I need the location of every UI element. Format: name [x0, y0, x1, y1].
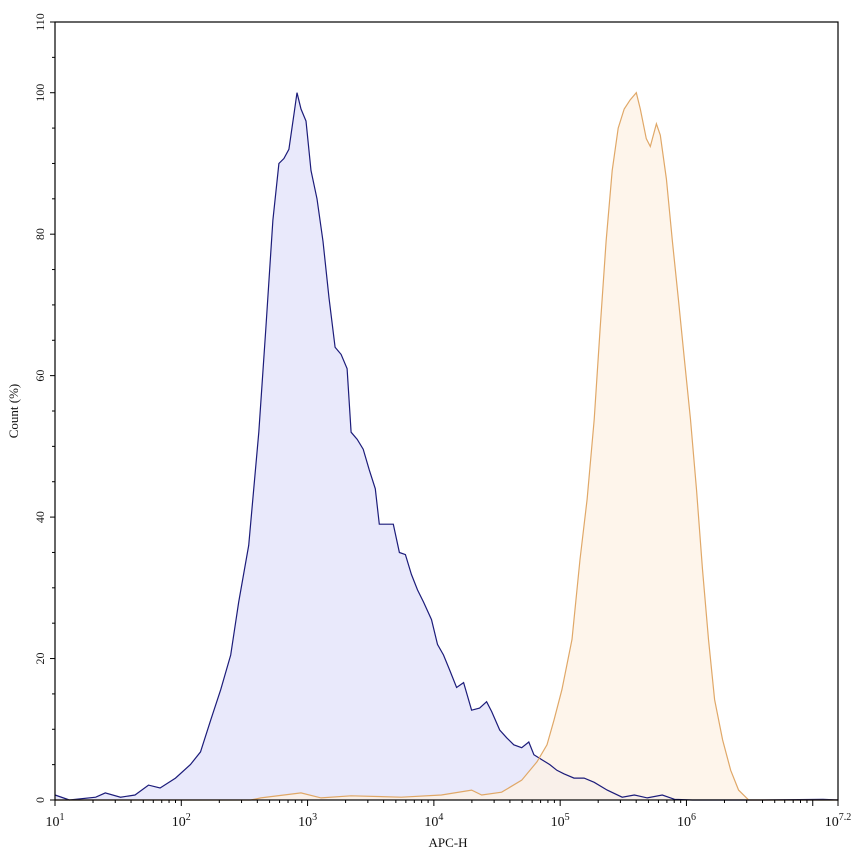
x-axis-label: APC-H	[428, 835, 467, 850]
x-tick-exponent: 7.2	[839, 812, 852, 823]
x-tick-base: 10	[424, 815, 438, 830]
x-tick-label: 103	[298, 812, 317, 830]
x-tick-base: 10	[298, 815, 312, 830]
x-tick-exponent: 1	[60, 812, 65, 823]
x-tick-label: 102	[172, 812, 191, 830]
x-tick-label: 101	[46, 812, 65, 830]
y-tick-label: 40	[33, 511, 47, 523]
y-tick-label: 100	[33, 84, 47, 102]
y-tick-label: 80	[33, 228, 47, 240]
x-tick-exponent: 6	[691, 812, 696, 823]
series-layer	[54, 91, 839, 801]
x-tick-exponent: 2	[186, 812, 191, 823]
x-tick-exponent: 4	[438, 812, 443, 823]
series-2-fill	[55, 92, 838, 800]
x-tick-exponent: 3	[312, 812, 317, 823]
series-1-line	[54, 92, 839, 801]
series-2-line	[55, 91, 838, 801]
series-1-fill	[55, 92, 838, 800]
x-tick-base: 10	[677, 815, 691, 830]
x-tick-label: 104	[424, 812, 443, 830]
x-tick-exponent: 5	[565, 812, 570, 823]
x-tick-base: 10	[825, 815, 839, 830]
x-tick-base: 10	[46, 815, 60, 830]
x-tick-base: 10	[172, 815, 186, 830]
y-tick-label: 20	[33, 653, 47, 665]
x-tick-label: 107.2	[825, 812, 852, 830]
y-tick-label: 60	[33, 370, 47, 382]
x-tick-base: 10	[551, 815, 565, 830]
x-tick-label: 106	[677, 812, 696, 830]
x-tick-label: 105	[551, 812, 570, 830]
y-tick-label: 0	[33, 797, 47, 803]
y-tick-label: 110	[33, 13, 47, 31]
y-axis-label: Count (%)	[6, 384, 21, 439]
